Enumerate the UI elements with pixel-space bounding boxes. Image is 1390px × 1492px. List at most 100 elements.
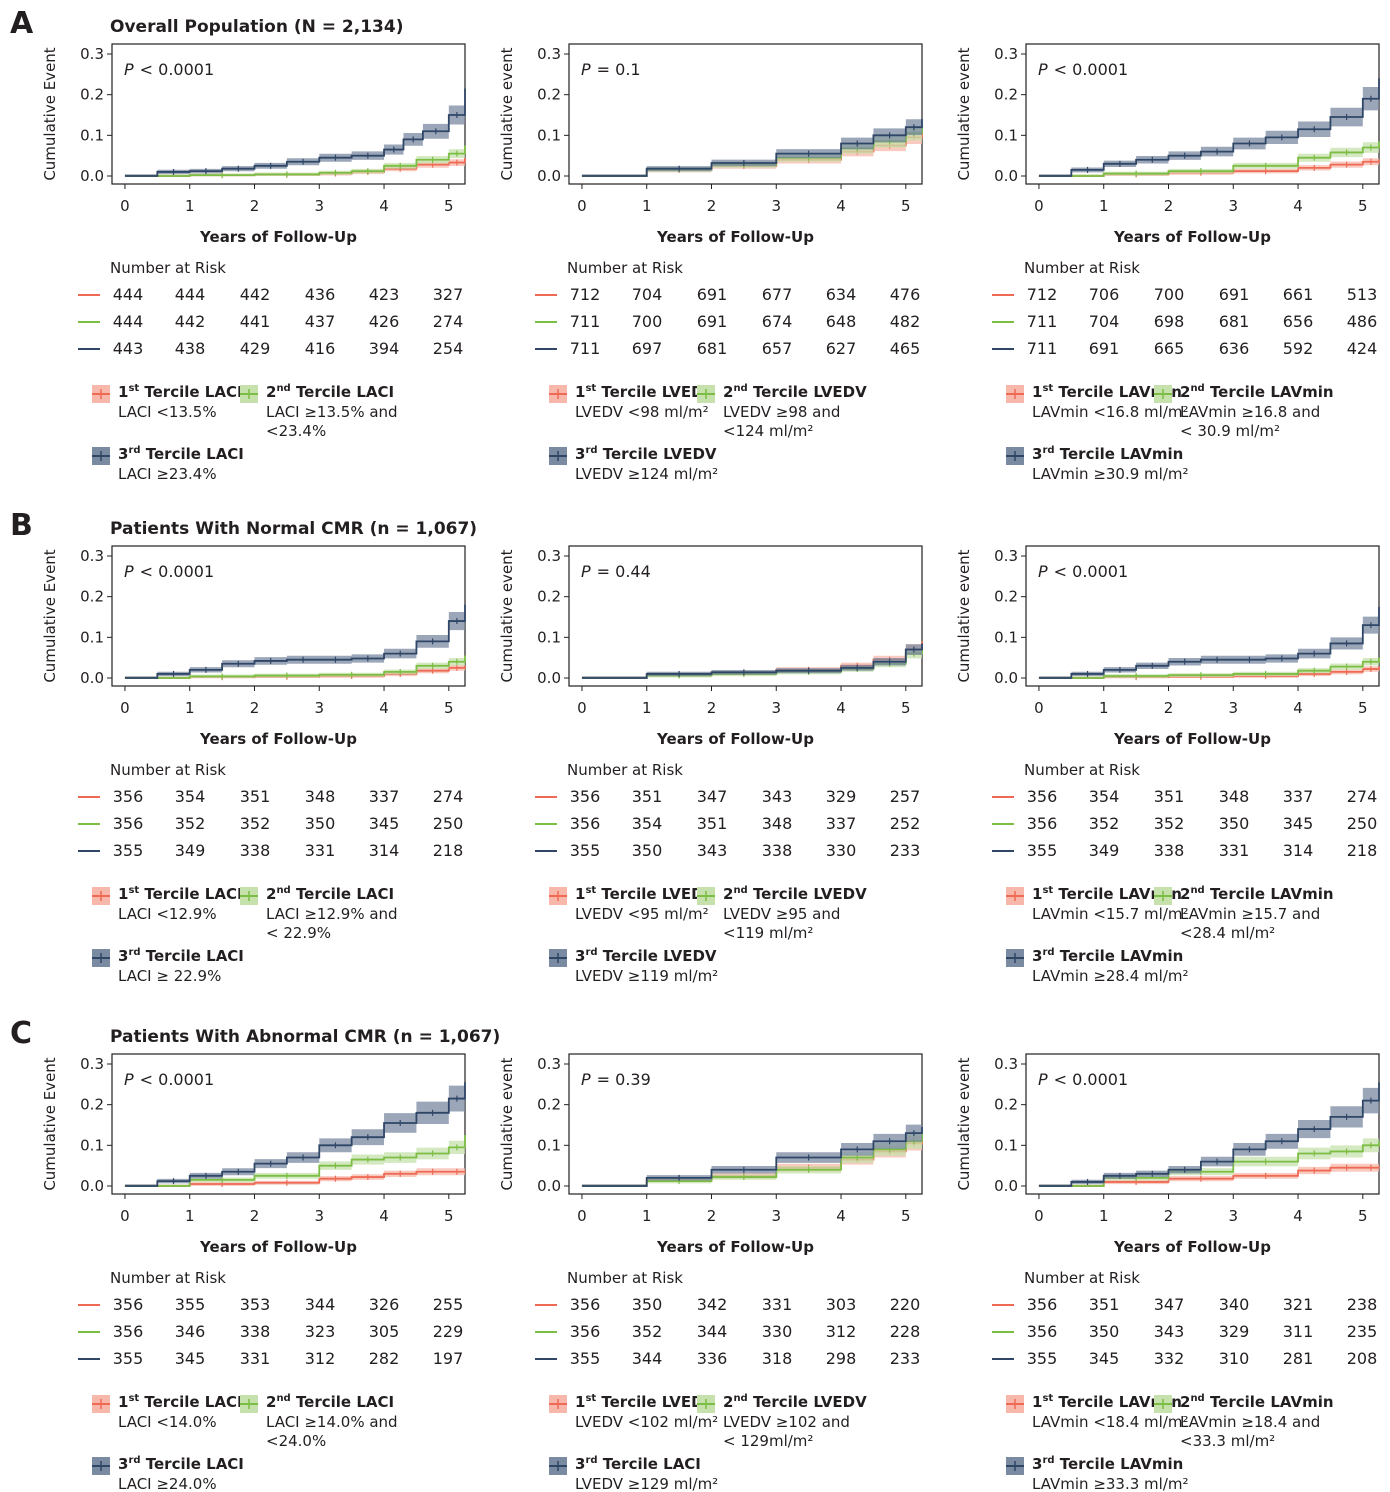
legend-name: Tercile LVEDV — [748, 1393, 867, 1411]
legend-title: 2nd Tercile LACI — [266, 383, 394, 401]
legend-ordinal: 2 — [266, 885, 276, 903]
legend-name: Tercile LAVmin — [1055, 947, 1184, 965]
legend-description: LVEDV ≥124 ml/m² — [575, 465, 718, 483]
risk-cell: 691 — [1219, 285, 1250, 304]
legend-ordinal-suffix: st — [128, 383, 139, 394]
legend-ordinal-suffix: rd — [585, 947, 597, 958]
risk-cell: 338 — [1154, 841, 1185, 860]
risk-cell: 627 — [826, 339, 857, 358]
risk-cell: 700 — [1154, 285, 1185, 304]
risk-cell: 711 — [1027, 339, 1058, 358]
risk-cell: 444 — [175, 285, 206, 304]
x-axis-label: Years of Follow-Up — [656, 1238, 814, 1256]
x-tick-label: 0 — [120, 699, 130, 717]
risk-cell: 350 — [632, 1295, 663, 1314]
risk-cell: 348 — [305, 787, 336, 806]
x-tick-label: 4 — [379, 1207, 389, 1225]
x-tick-label: 2 — [250, 1207, 260, 1225]
risk-cell: 648 — [826, 312, 857, 331]
risk-cell: 338 — [762, 841, 793, 860]
legend-description: LAVmin ≥18.4 and — [1180, 1413, 1320, 1431]
risk-cell: 257 — [890, 787, 921, 806]
legend-title: 2nd Tercile LAVmin — [1180, 885, 1334, 903]
legend-name: Tercile LACI — [141, 1455, 244, 1473]
y-tick-label: 0.0 — [994, 669, 1018, 687]
ci-band-series-2 — [581, 1124, 922, 1186]
y-tick-label: 0.3 — [994, 45, 1018, 63]
legend-name: Tercile LVEDV — [598, 445, 717, 463]
p-value-symbol: P — [1038, 562, 1048, 581]
legend-description: <23.4% — [266, 422, 326, 440]
y-tick-label: 0.2 — [994, 86, 1018, 104]
risk-cell: 349 — [1089, 841, 1120, 860]
x-tick-label: 5 — [901, 699, 911, 717]
risk-cell: 681 — [1219, 312, 1250, 331]
x-axis-label: Years of Follow-Up — [199, 228, 357, 246]
legend-ordinal-suffix: nd — [733, 885, 747, 896]
y-tick-label: 0.3 — [537, 547, 561, 565]
risk-cell: 355 — [175, 1295, 206, 1314]
risk-cell: 442 — [175, 312, 206, 331]
risk-cell: 352 — [175, 814, 206, 833]
risk-cell: 274 — [1347, 787, 1378, 806]
legend-ordinal: 2 — [266, 383, 276, 401]
risk-cell: 350 — [632, 841, 663, 860]
legend-description: LACI <13.5% — [118, 403, 217, 421]
risk-cell: 661 — [1283, 285, 1314, 304]
risk-cell: 513 — [1347, 285, 1378, 304]
legend-description: LACI <14.0% — [118, 1413, 217, 1431]
risk-cell: 354 — [1089, 787, 1120, 806]
ci-band-series-3 — [581, 1117, 922, 1186]
legend-ordinal: 3 — [118, 1455, 128, 1473]
x-tick-label: 3 — [314, 197, 324, 215]
risk-cell: 327 — [433, 285, 464, 304]
p-value-text: < 0.0001 — [1054, 1070, 1128, 1089]
risk-cell: 634 — [826, 285, 857, 304]
x-tick-label: 3 — [771, 197, 781, 215]
risk-cell: 348 — [762, 814, 793, 833]
risk-cell: 274 — [433, 312, 464, 331]
risk-cell: 656 — [1283, 312, 1314, 331]
p-value-symbol: P — [1038, 60, 1048, 79]
risk-cell: 356 — [113, 1295, 144, 1314]
p-value-symbol: P — [581, 1070, 591, 1089]
p-value-text: < 0.0001 — [140, 562, 214, 581]
legend-title: 1st Tercile LVEDV — [575, 1393, 716, 1411]
p-value: P < 0.0001 — [124, 1070, 214, 1089]
legend-title: 3rd Tercile LVEDV — [575, 445, 717, 463]
p-value: P = 0.1 — [581, 60, 641, 79]
risk-cell: 681 — [697, 339, 728, 358]
risk-cell: 352 — [1089, 814, 1120, 833]
risk-cell: 394 — [369, 339, 400, 358]
legend-title: 3rd Tercile LAVmin — [1032, 445, 1183, 463]
legend-ordinal: 2 — [723, 1393, 733, 1411]
x-tick-label: 0 — [120, 1207, 130, 1225]
legend-ordinal-suffix: rd — [1042, 445, 1054, 456]
legend-ordinal-suffix: rd — [1042, 947, 1054, 958]
legend-name: Tercile LAVmin — [1205, 383, 1334, 401]
x-tick-label: 2 — [250, 699, 260, 717]
p-value-text: < 0.0001 — [1054, 562, 1128, 581]
legend-ordinal-suffix: st — [585, 1393, 596, 1404]
legend-name: Tercile LACI — [291, 885, 394, 903]
risk-cell: 352 — [240, 814, 271, 833]
x-tick-label: 4 — [1293, 699, 1303, 717]
legend-title: 3rd Tercile LAVmin — [1032, 1455, 1183, 1473]
risk-cell: 346 — [175, 1322, 206, 1341]
km-line-series-3 — [1038, 606, 1380, 679]
legend-ordinal: 2 — [723, 383, 733, 401]
y-tick-label: 0.3 — [537, 45, 561, 63]
panel-letter: A — [10, 6, 34, 41]
km-line-series-2 — [1038, 141, 1380, 177]
x-tick-label: 0 — [1034, 699, 1044, 717]
risk-cell: 282 — [369, 1349, 400, 1368]
x-tick-label: 2 — [250, 197, 260, 215]
y-tick-label: 0.1 — [537, 126, 561, 144]
p-value-symbol: P — [581, 562, 591, 581]
legend-title: 3rd Tercile LACI — [118, 1455, 244, 1473]
legend-ordinal: 3 — [575, 947, 585, 965]
legend-ordinal-suffix: nd — [1190, 885, 1204, 896]
legend-ordinal: 1 — [118, 383, 128, 401]
x-tick-label: 2 — [707, 197, 717, 215]
